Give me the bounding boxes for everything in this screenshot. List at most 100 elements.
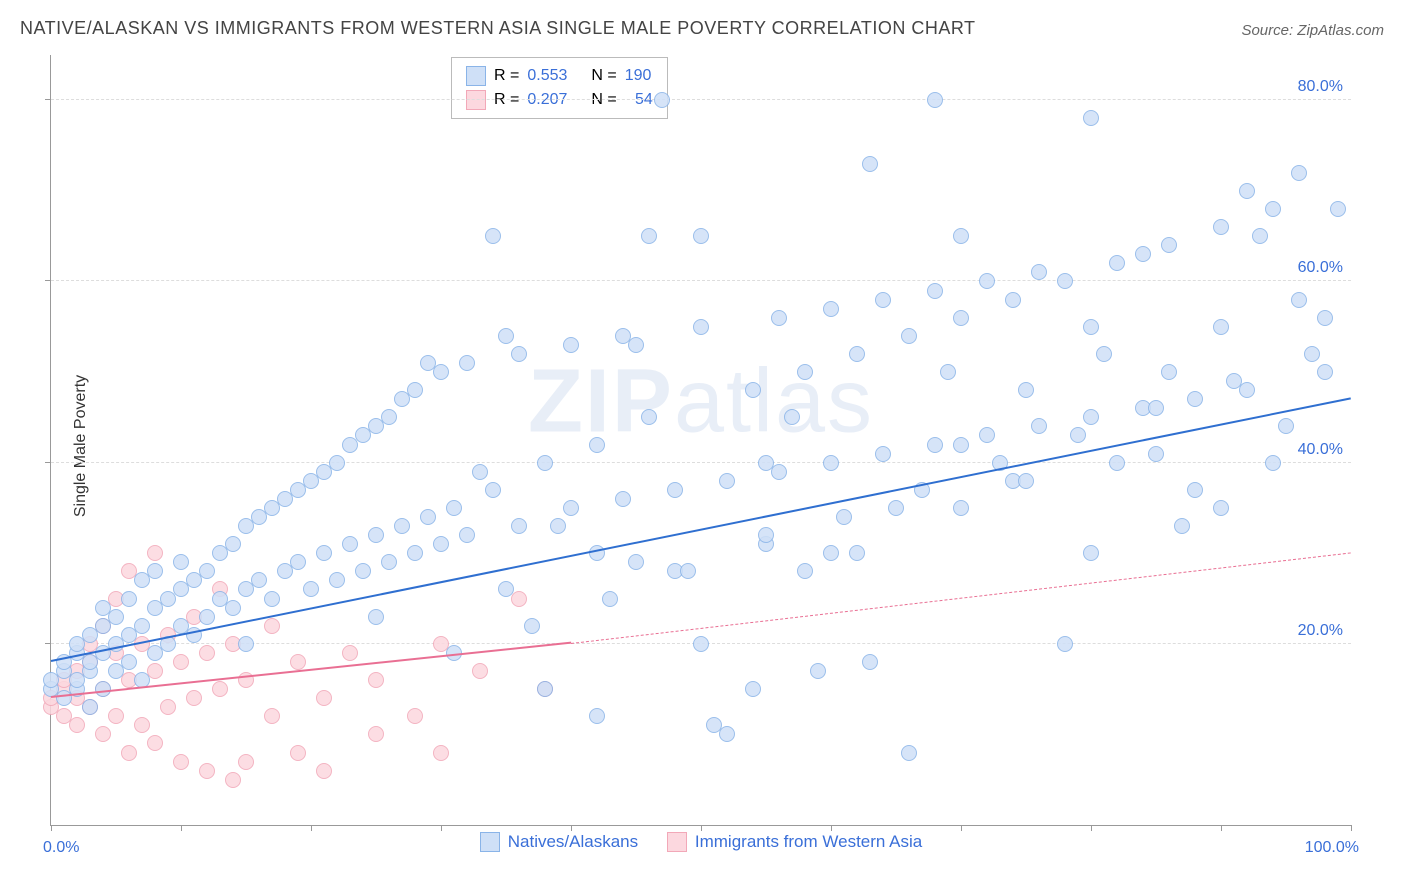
data-point — [1161, 237, 1177, 253]
data-point — [771, 464, 787, 480]
data-point — [1213, 319, 1229, 335]
data-point — [1109, 255, 1125, 271]
data-point — [238, 754, 254, 770]
data-point — [472, 464, 488, 480]
data-point — [836, 509, 852, 525]
data-point — [953, 500, 969, 516]
data-point — [199, 563, 215, 579]
data-point — [1148, 400, 1164, 416]
data-point — [1304, 346, 1320, 362]
data-point — [875, 292, 891, 308]
data-point — [1330, 201, 1346, 217]
data-point — [329, 455, 345, 471]
data-point — [433, 364, 449, 380]
legend-item-blue: Natives/Alaskans — [480, 832, 638, 852]
data-point — [797, 364, 813, 380]
data-point — [108, 708, 124, 724]
data-point — [407, 545, 423, 561]
y-tick-label: 40.0% — [1298, 441, 1343, 459]
data-point — [693, 319, 709, 335]
data-point — [1187, 391, 1203, 407]
data-point — [95, 726, 111, 742]
y-tick-label: 80.0% — [1298, 78, 1343, 96]
data-point — [199, 763, 215, 779]
data-point — [316, 763, 332, 779]
data-point — [693, 228, 709, 244]
data-point — [823, 545, 839, 561]
data-point — [927, 437, 943, 453]
data-point — [433, 745, 449, 761]
data-point — [1265, 201, 1281, 217]
data-point — [1187, 482, 1203, 498]
data-point — [875, 446, 891, 462]
data-point — [1083, 319, 1099, 335]
data-point — [147, 735, 163, 751]
data-point — [628, 337, 644, 353]
data-point — [537, 681, 553, 697]
legend-label-pink: Immigrants from Western Asia — [695, 832, 922, 852]
swatch-blue — [466, 66, 486, 86]
data-point — [511, 346, 527, 362]
data-point — [563, 500, 579, 516]
data-point — [498, 328, 514, 344]
data-point — [316, 690, 332, 706]
data-point — [1252, 228, 1268, 244]
data-point — [823, 455, 839, 471]
data-point — [1083, 409, 1099, 425]
data-point — [589, 437, 605, 453]
gridline — [51, 462, 1351, 463]
data-point — [407, 382, 423, 398]
data-point — [420, 509, 436, 525]
data-point — [1057, 636, 1073, 652]
data-point — [693, 636, 709, 652]
data-point — [264, 591, 280, 607]
data-point — [264, 708, 280, 724]
data-point — [628, 554, 644, 570]
data-point — [355, 563, 371, 579]
data-point — [901, 745, 917, 761]
watermark: ZIPatlas — [528, 350, 874, 453]
series-legend: Natives/Alaskans Immigrants from Western… — [51, 832, 1351, 857]
n-value-blue: 190 — [625, 67, 652, 85]
plot-area: ZIPatlas R = 0.553 N = 190 R = 0.207 N =… — [50, 55, 1351, 826]
data-point — [745, 382, 761, 398]
data-point — [680, 563, 696, 579]
data-point — [1018, 382, 1034, 398]
data-point — [199, 645, 215, 661]
data-point — [1018, 473, 1034, 489]
data-point — [1057, 273, 1073, 289]
data-point — [316, 545, 332, 561]
data-point — [342, 536, 358, 552]
data-point — [147, 563, 163, 579]
data-point — [186, 690, 202, 706]
watermark-bold: ZIP — [528, 351, 674, 451]
data-point — [1031, 264, 1047, 280]
data-point — [1031, 418, 1047, 434]
data-point — [290, 745, 306, 761]
data-point — [251, 572, 267, 588]
data-point — [485, 228, 501, 244]
data-point — [147, 545, 163, 561]
data-point — [394, 518, 410, 534]
data-point — [667, 482, 683, 498]
data-point — [264, 618, 280, 634]
r-value-blue: 0.553 — [527, 67, 567, 85]
swatch-pink-icon — [667, 832, 687, 852]
data-point — [1213, 500, 1229, 516]
data-point — [823, 301, 839, 317]
data-point — [173, 654, 189, 670]
data-point — [511, 591, 527, 607]
data-point — [1174, 518, 1190, 534]
data-point — [121, 591, 137, 607]
data-point — [1239, 183, 1255, 199]
data-point — [771, 310, 787, 326]
regression-line — [51, 642, 571, 698]
swatch-blue-icon — [480, 832, 500, 852]
data-point — [745, 681, 761, 697]
data-point — [459, 355, 475, 371]
data-point — [901, 328, 917, 344]
data-point — [1096, 346, 1112, 362]
data-point — [1213, 219, 1229, 235]
data-point — [1161, 364, 1177, 380]
data-point — [121, 745, 137, 761]
